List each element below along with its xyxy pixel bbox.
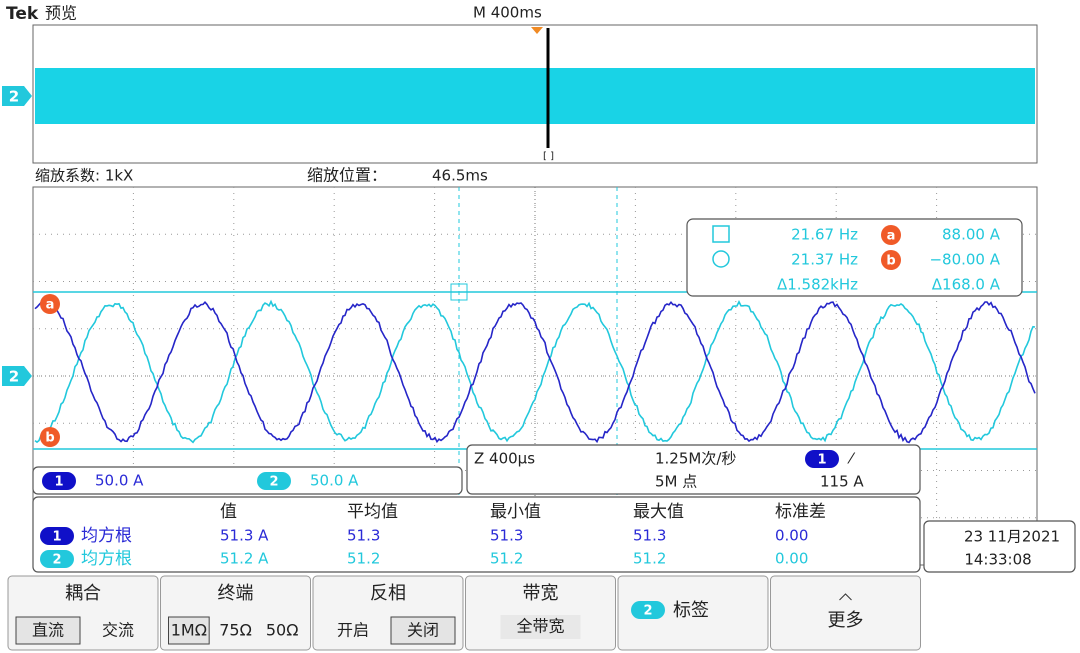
readout-time: 21.67 Hz [791, 226, 858, 244]
oscilloscope-screen: Tek 预览 M 400ms [ ] 缩放系数: 1kX 缩放位置： 46.5m… [0, 0, 1080, 653]
channel-marker: 2 [9, 368, 19, 386]
trigger-level: 115 A [820, 473, 864, 491]
button-option[interactable]: 1MΩ [171, 621, 207, 640]
button-option[interactable]: 关闭 [407, 621, 439, 640]
channel-1: 1 [54, 475, 63, 490]
measure-header: 值 [220, 502, 237, 522]
zoom-bracket: [ ] [543, 151, 554, 162]
readout-a: a [887, 229, 896, 244]
measure-value: 51.2 [347, 550, 380, 568]
measure-header: 最小值 [490, 502, 541, 522]
measure-channel: 1 [52, 530, 61, 545]
measure-header: 最大值 [633, 502, 684, 522]
readout-amplitude: −80.00 A [929, 251, 1000, 269]
measure-value: 51.3 [347, 527, 380, 545]
channel-marker: 2 [9, 88, 19, 106]
button-title: 终端 [218, 583, 254, 604]
button-option[interactable]: 全带宽 [516, 617, 564, 636]
measure-header: 平均值 [347, 502, 398, 522]
button-option[interactable]: 直流 [32, 621, 64, 640]
overview-waveform [35, 68, 1035, 124]
measure-value: 51.2 [633, 550, 666, 568]
cursor-a-marker: a [46, 298, 55, 313]
measure-value: 51.2 A [220, 550, 269, 568]
readout-amplitude: 88.00 A [942, 226, 1001, 244]
zoom-factor: 缩放系数: 1kX [35, 167, 133, 185]
trigger-channel: 1 [817, 453, 826, 468]
button-title: 更多 [828, 610, 864, 631]
measure-name: 均方根 [81, 549, 132, 569]
sample-rate: 1.25M次/秒 [655, 450, 736, 468]
measure-value: 51.3 A [220, 527, 269, 545]
button-title: 反相 [370, 583, 406, 604]
button-option[interactable]: 50Ω [266, 621, 299, 640]
cursor-b-marker: b [45, 431, 54, 446]
timebase: M 400ms [473, 4, 542, 22]
channel-2-scale: 50.0 A [310, 472, 359, 490]
readout-time: 21.37 Hz [791, 251, 858, 269]
readout-b: b [886, 254, 895, 269]
measure-channel: 2 [52, 553, 61, 568]
channel-2: 2 [269, 475, 278, 490]
time: 14:33:08 [964, 551, 1031, 569]
channel-1-scale: 50.0 A [95, 472, 144, 490]
measure-name: 均方根 [81, 526, 132, 546]
measure-value: 0.00 [775, 527, 808, 545]
mode: 预览 [45, 4, 77, 23]
button-option[interactable]: 交流 [102, 621, 134, 640]
zoom-position-label: 缩放位置： [307, 166, 387, 185]
measure-value: 51.2 [490, 550, 523, 568]
readout-amplitude: Δ168.0 A [932, 276, 1001, 294]
button-title: 耦合 [65, 583, 101, 604]
button-title: 标签 [673, 600, 709, 621]
button-option[interactable]: 开启 [337, 621, 369, 640]
zoom-position: 46.5ms [432, 167, 488, 185]
measure-value: 0.00 [775, 550, 808, 568]
label-channel: 2 [643, 604, 652, 619]
readout-time: Δ1.582kHz [777, 276, 858, 294]
date: 23 11月2021 [964, 528, 1060, 546]
brand: Tek [6, 4, 39, 24]
measure-header: 标准差 [775, 502, 826, 522]
measure-value: 51.3 [633, 527, 666, 545]
button-title: 带宽 [523, 583, 559, 604]
measure-value: 51.3 [490, 527, 523, 545]
button-option[interactable]: 75Ω [219, 621, 252, 640]
record-length: 5M 点 [655, 473, 697, 491]
zoom-time: Z 400µs [474, 450, 535, 468]
